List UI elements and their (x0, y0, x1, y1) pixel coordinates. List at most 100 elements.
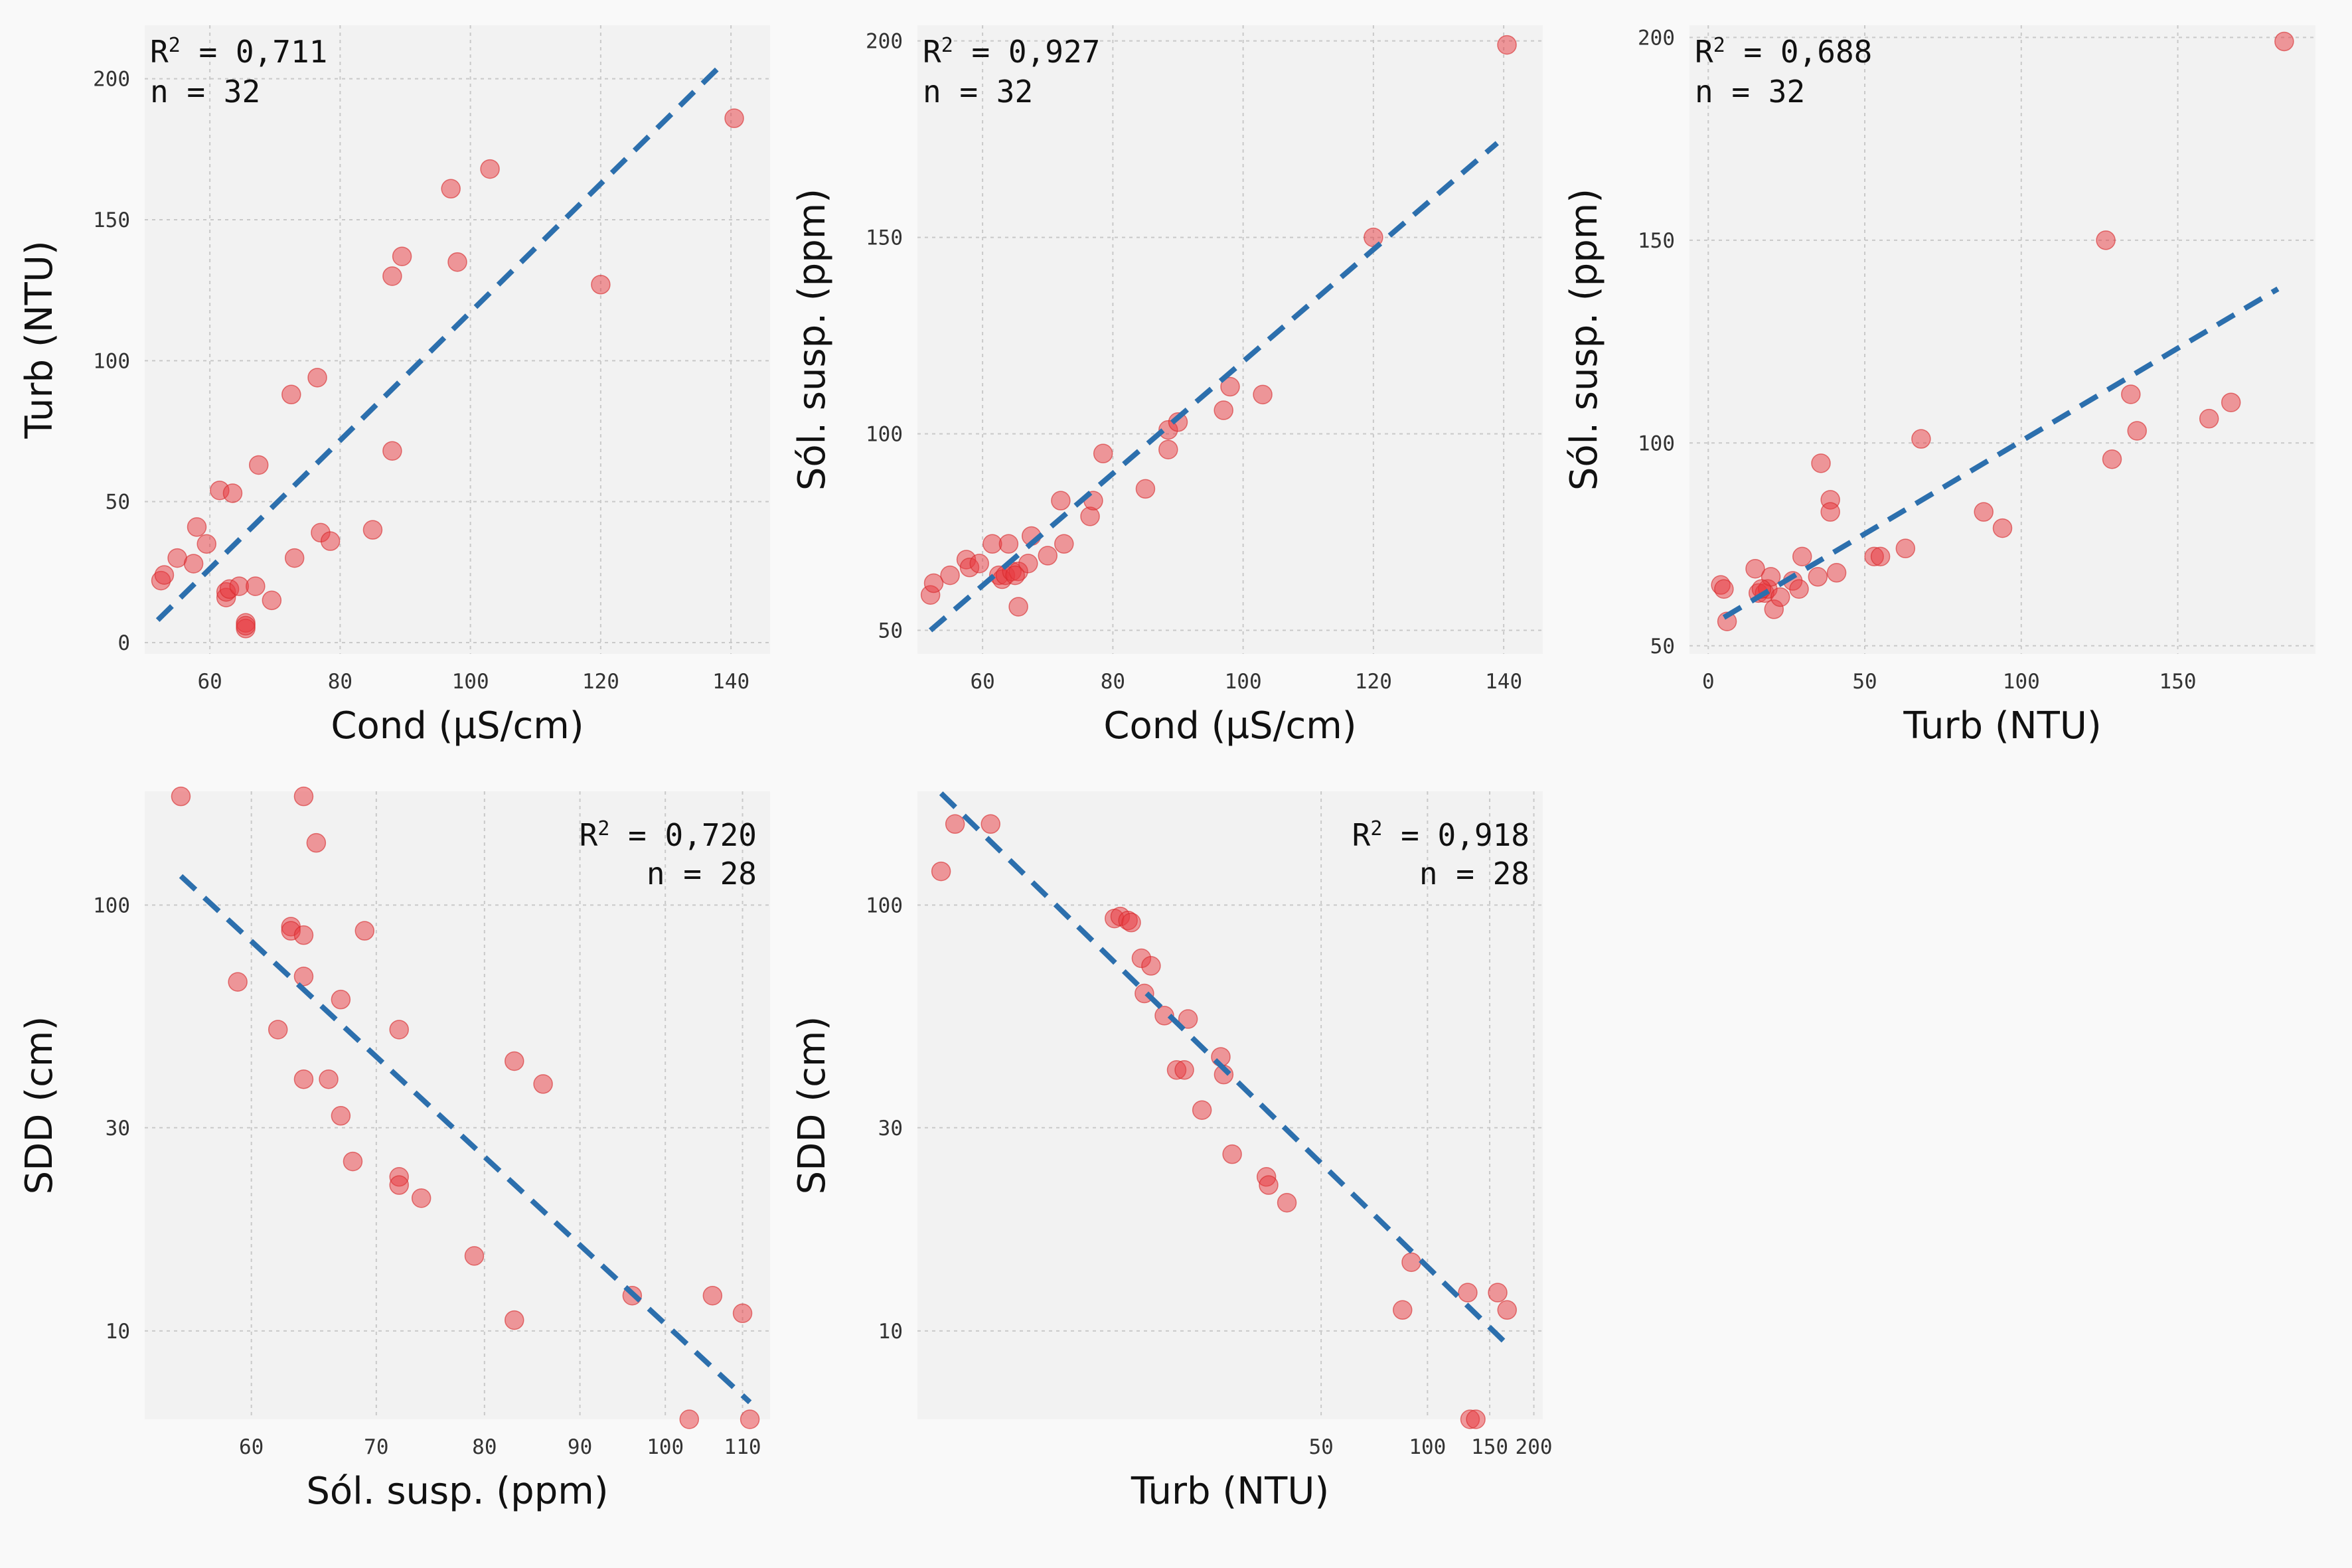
plot-area (917, 25, 1543, 654)
data-point (331, 1106, 351, 1126)
data-point (724, 108, 744, 128)
plot-area (917, 791, 1543, 1419)
data-point (1974, 502, 1994, 522)
data-point (392, 246, 412, 266)
x-tick-label: 100 (1225, 670, 1262, 694)
x-tick-label: 150 (1471, 1435, 1508, 1459)
y-tick-labels: 10 30 100 (866, 894, 903, 1343)
data-point (382, 441, 402, 461)
x-tick-label: 100 (2003, 670, 2040, 694)
x-tick-label: 50 (1308, 1435, 1333, 1459)
x-tick-labels: 60 80 100 120 140 (197, 670, 749, 694)
y-tick-label: 100 (866, 894, 903, 917)
subplot-cond-turb: 60 80 100 120 140 0 50 100 150 200 R2 = 0,711 n … (18, 25, 770, 747)
data-points (1711, 31, 2294, 631)
data-point (236, 615, 256, 636)
data-point (1808, 567, 1828, 587)
y-tick-label: 150 (866, 226, 903, 250)
data-point (1018, 554, 1038, 574)
y-tick-label: 150 (1638, 229, 1675, 253)
data-point (154, 565, 175, 585)
data-point (1911, 429, 1931, 449)
x-tick-label: 90 (568, 1435, 592, 1459)
data-point (732, 1303, 753, 1324)
y-tick-label: 50 (1650, 635, 1675, 659)
data-point (171, 786, 191, 807)
data-point (1497, 1300, 1517, 1320)
data-point (362, 520, 383, 540)
x-tick-label: 50 (1852, 670, 1877, 694)
data-point (293, 967, 314, 986)
y-axis-label: SDD (cm) (791, 1016, 834, 1195)
data-point (1178, 1009, 1198, 1029)
x-tick-labels: 60 70 80 90 100 110 (239, 1435, 761, 1459)
data-point (2199, 408, 2219, 429)
data-point (1466, 1409, 1486, 1429)
data-point (1121, 912, 1141, 933)
data-point (1158, 439, 1178, 459)
y-tick-label: 10 (878, 1320, 903, 1344)
data-point (1168, 412, 1188, 432)
data-points (171, 786, 760, 1429)
data-point (441, 179, 461, 199)
grid (1689, 25, 2315, 654)
data-point (268, 1020, 288, 1040)
r2-annotation: R2 = 0,711 (150, 34, 327, 70)
grid (917, 25, 1543, 654)
y-axis-label: Turb (NTU) (18, 240, 61, 439)
data-point (306, 832, 327, 853)
data-point (222, 483, 243, 503)
y-axis-label: Sól. susp. (ppm) (1563, 189, 1606, 491)
x-tick-label: 120 (582, 670, 619, 694)
x-tick-labels: 0 50 100 150 (1702, 670, 2197, 694)
r2-annotation: R2 = 0,720 (580, 817, 757, 853)
x-tick-label: 110 (724, 1435, 761, 1459)
data-points (931, 814, 1517, 1429)
grid (145, 25, 770, 654)
y-tick-label: 100 (93, 349, 130, 373)
data-point (1789, 579, 1809, 599)
fit-line (1722, 286, 2280, 620)
x-tick-label: 60 (239, 1435, 264, 1459)
y-tick-label: 200 (93, 68, 130, 92)
y-tick-labels: 50 100 150 200 (1638, 26, 1675, 658)
data-point (1135, 479, 1156, 499)
data-point (281, 384, 301, 405)
fit-line (939, 791, 1510, 1346)
x-tick-label: 200 (1516, 1435, 1553, 1459)
y-tick-label: 30 (878, 1117, 903, 1140)
y-tick-label: 150 (93, 208, 130, 232)
data-point (1141, 956, 1161, 976)
data-point (1745, 558, 1765, 579)
data-point (702, 1285, 723, 1306)
data-point (354, 921, 375, 941)
data-point (480, 159, 500, 179)
data-point (293, 1069, 314, 1089)
x-tick-label: 100 (1409, 1435, 1446, 1459)
data-point (389, 1175, 409, 1195)
data-point (998, 534, 1019, 554)
x-tick-label: 60 (197, 670, 222, 694)
data-point (320, 531, 341, 551)
data-point (464, 1246, 485, 1266)
data-point (1192, 1100, 1212, 1120)
data-point (1488, 1283, 1508, 1302)
y-tick-labels: 50 100 150 200 (866, 30, 903, 643)
data-point (533, 1074, 553, 1094)
x-axis-label: Sól. susp. (ppm) (306, 1470, 608, 1513)
data-point (945, 814, 965, 834)
data-point (284, 548, 305, 568)
subplot-solids-sdd: 60 70 80 90 100 110 10 30 100 R2 = 0,720 n = 28… (18, 786, 770, 1513)
subplot-turb-sdd: 50 100 150 200 10 30 100 R2 = 0,918 n = 28 Tu… (791, 791, 1553, 1513)
x-tick-labels: 60 80 100 120 140 (970, 670, 1522, 694)
data-point (1051, 491, 1071, 510)
data-point (2221, 392, 2241, 412)
y-tick-label: 30 (106, 1117, 130, 1140)
x-tick-label: 0 (1702, 670, 1715, 694)
y-axis-label: SDD (cm) (18, 1016, 61, 1195)
x-tick-label: 60 (970, 670, 994, 694)
data-point (2127, 421, 2147, 441)
data-point (679, 1409, 700, 1429)
